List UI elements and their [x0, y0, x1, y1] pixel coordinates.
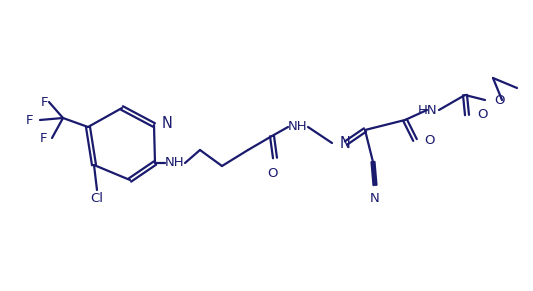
Text: N: N [162, 116, 173, 132]
Text: NH: NH [165, 157, 185, 169]
Text: O: O [494, 93, 505, 107]
Text: HN: HN [417, 104, 437, 116]
Text: O: O [424, 134, 434, 146]
Text: N: N [370, 192, 380, 205]
Text: NH: NH [288, 120, 308, 134]
Text: O: O [477, 109, 488, 122]
Text: Cl: Cl [91, 191, 103, 205]
Text: F: F [41, 95, 49, 109]
Text: O: O [268, 167, 278, 180]
Text: F: F [26, 113, 33, 127]
Text: N: N [340, 136, 351, 150]
Text: F: F [39, 132, 47, 145]
